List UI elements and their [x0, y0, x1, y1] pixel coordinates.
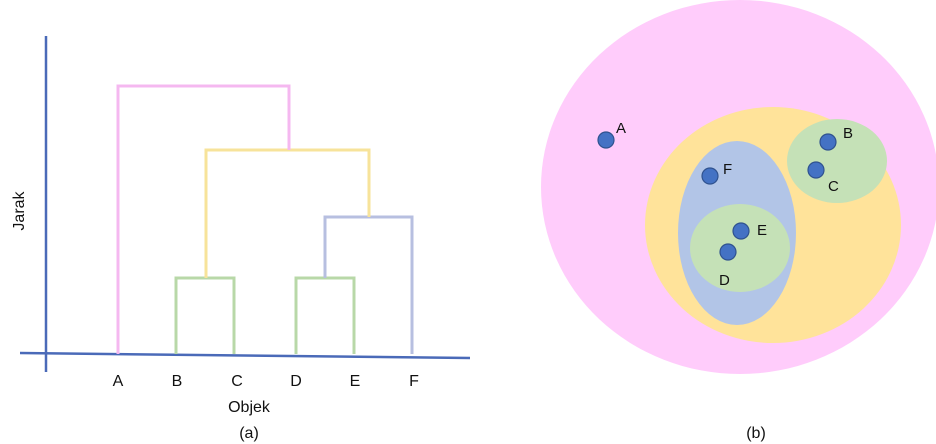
- point-a: [597, 131, 615, 149]
- caption-b: (b): [746, 425, 766, 442]
- point-label-d: D: [719, 272, 730, 289]
- leaf-label-d: D: [290, 373, 302, 390]
- point-c: [807, 161, 825, 179]
- x-axis-label: Objek: [228, 399, 271, 416]
- link-de-f: [323, 215, 414, 354]
- link-a-rest: [116, 84, 291, 354]
- link-d-e: [294, 276, 356, 354]
- cluster-bc: [787, 119, 887, 203]
- leaf-label-f: F: [409, 373, 419, 390]
- point-label-e: E: [757, 222, 767, 239]
- point-f: [701, 167, 719, 185]
- point-label-c: C: [828, 178, 839, 195]
- dendrogram: A B C D E F Objek Jarak (a): [11, 36, 471, 442]
- leaf-label-b: B: [172, 373, 183, 390]
- caption-a: (a): [239, 425, 259, 442]
- cluster-diagram: A F E D B C (b): [541, 0, 936, 442]
- cluster-de: [690, 204, 790, 292]
- leaf-label-c: C: [231, 373, 243, 390]
- x-axis: [19, 351, 471, 360]
- link-bc-def: [204, 148, 371, 278]
- point-d: [719, 243, 737, 261]
- point-e: [732, 222, 750, 240]
- leaf-label-a: A: [113, 373, 124, 390]
- y-axis-label: Jarak: [11, 190, 28, 230]
- leaf-label-e: E: [350, 373, 361, 390]
- point-b: [819, 133, 837, 151]
- point-label-f: F: [723, 161, 732, 178]
- link-b-c: [174, 276, 236, 354]
- point-label-b: B: [843, 125, 853, 142]
- point-label-a: A: [616, 120, 626, 137]
